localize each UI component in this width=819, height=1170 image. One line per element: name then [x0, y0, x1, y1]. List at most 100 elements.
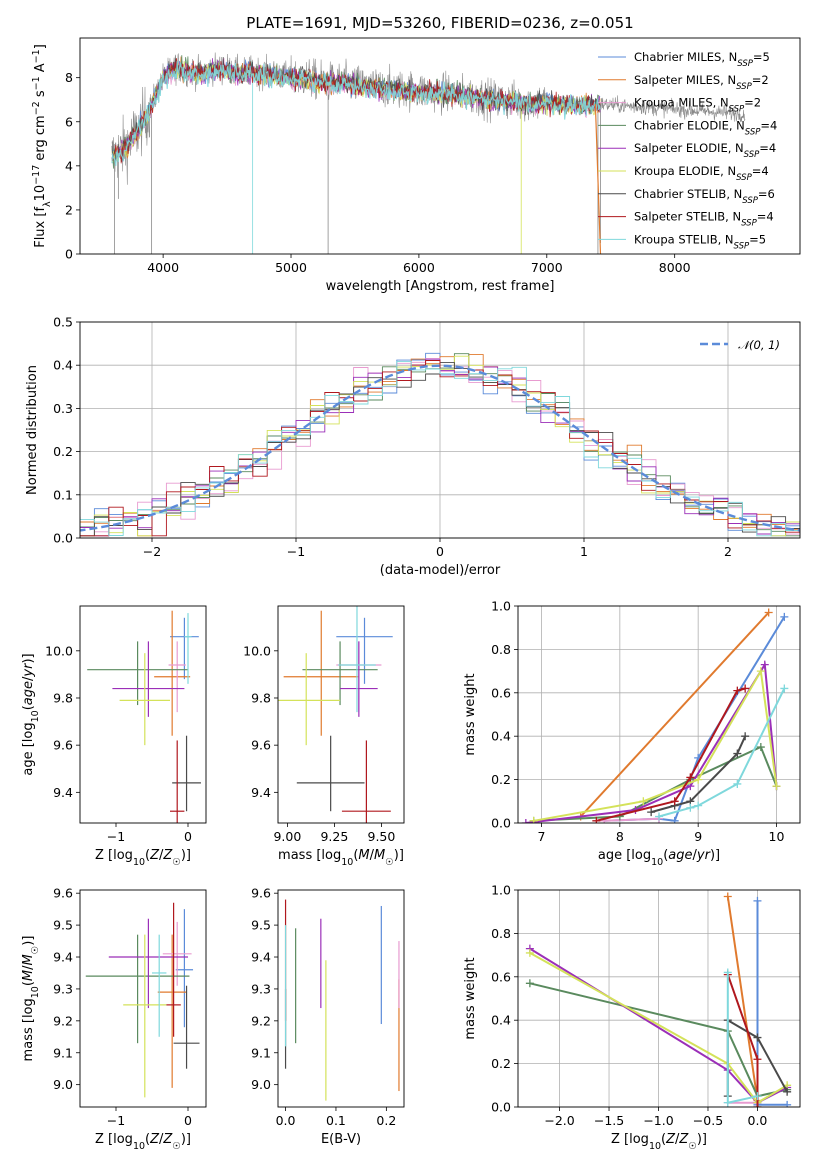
axis-label-part: / — [675, 1132, 680, 1147]
y-tick-label: 1.0 — [491, 883, 511, 898]
axis-label-part: 10 — [133, 857, 145, 868]
x-tick-label: 0.0 — [748, 1113, 768, 1128]
axis-label-part: 10 — [30, 710, 41, 722]
axis-label-part: −17 — [31, 165, 42, 185]
axis-label-part: age [log — [598, 848, 651, 863]
axis-label: Z [log10(Z/Z☉)] — [95, 848, 191, 868]
plot-frame — [79, 321, 801, 539]
axis-label-part: Z — [162, 848, 173, 863]
point-marker — [783, 1100, 792, 1107]
y-tick-label: 0.2 — [53, 444, 73, 459]
y-tick-label: 0.5 — [53, 315, 73, 330]
x-tick-label: −1 — [287, 544, 305, 559]
legend-label-part: =2 — [752, 73, 769, 87]
age-vs-Z-panel: −1 09.49.69.810.0Z [log10(Z/Z☉)]age [log1… — [21, 605, 207, 868]
axis-label-part: mass weight — [463, 673, 478, 755]
x-tick-label: −1.0 — [643, 1113, 673, 1128]
legend-label: Salpeter ELODIE, NSSP=4 — [634, 141, 776, 160]
axis-label-part: −1 — [31, 76, 42, 90]
legend-label-part: SSP — [734, 241, 750, 251]
y-tick-label: 0.2 — [491, 772, 511, 787]
axis-label: Z [log10(Z/Z☉)] — [611, 1132, 707, 1152]
x-tick-label: 8000 — [659, 260, 691, 275]
series-line — [604, 616, 786, 822]
point-marker — [756, 667, 765, 676]
x-tick-label: −2 — [143, 544, 161, 559]
legend-label-part: =4 — [759, 141, 776, 155]
y-tick-label: 0 — [65, 247, 73, 262]
legend-label-part: Salpeter MILES, N — [634, 73, 736, 87]
axis-label-part: / — [370, 848, 375, 863]
point-marker — [780, 684, 789, 693]
point-marker — [753, 896, 762, 905]
point-marker — [783, 1087, 792, 1096]
axis-label-part: ( — [145, 848, 150, 863]
axis-label-part: wavelength [Angstrom, rest frame] — [326, 279, 555, 294]
plot-frame — [517, 605, 801, 824]
plot-frame — [79, 37, 801, 255]
legend-label-part: Salpeter ELODIE, N — [634, 141, 744, 155]
axis-label-part: M — [358, 848, 369, 863]
axis-label-part: Z [log — [611, 1132, 649, 1147]
y-tick-label: 1.0 — [491, 599, 511, 614]
y-tick-label: 0.4 — [53, 358, 73, 373]
point-marker — [686, 803, 695, 812]
axis-label: Z [log10(Z/Z☉)] — [95, 1132, 191, 1152]
axis-label-part: 10 — [651, 857, 663, 868]
y-tick-label: 9.0 — [53, 1077, 73, 1092]
axis-label-part: )] — [181, 1132, 191, 1147]
y-tick-label: 9.3 — [53, 981, 73, 996]
y-tick-label: 8 — [65, 70, 73, 85]
legend-label-part: Kroupa STELIB, N — [634, 232, 734, 246]
y-tick-label: 9.6 — [53, 886, 73, 901]
axis-label-part: −1 — [31, 49, 42, 63]
point-marker — [521, 819, 530, 823]
axis-label-part: ( — [145, 1132, 150, 1147]
point-marker — [780, 612, 789, 621]
point-marker — [694, 775, 703, 784]
axis-label: Flux [fλ10−17 erg cm−2 s−1 A−1] — [31, 44, 53, 248]
axis-label-part: M — [374, 848, 385, 863]
x-tick-label: 9.50 — [368, 829, 396, 844]
axis-label-part: M — [21, 970, 36, 981]
y-tick-label: 0.3 — [53, 401, 73, 416]
y-tick-label: 9.6 — [251, 738, 271, 753]
axis-label-part: ] — [33, 44, 48, 49]
axis-label-part: erg cm — [33, 115, 48, 164]
y-tick-label: 9.8 — [251, 690, 271, 705]
residuals-panel: −2 −1 0 1 2 0.0 0.1 0.2 0.3 0.4 0.5 (data-model)/er… — [25, 315, 801, 578]
x-tick-label: 5000 — [275, 260, 307, 275]
y-tick-label: 0.4 — [491, 729, 511, 744]
axis-label: mass weight — [463, 957, 478, 1039]
axis-label-part: / — [693, 848, 698, 863]
axis-label: mass [log10(M/M☉)] — [21, 936, 41, 1062]
point-marker — [529, 816, 538, 823]
legend-label-part: SSP — [729, 105, 745, 115]
point-marker — [733, 779, 742, 788]
axis-label-part: )] — [697, 1132, 707, 1147]
legend-label: Chabrier MILES, NSSP=5 — [634, 50, 770, 69]
legend-label: Salpeter STELIB, NSSP=4 — [634, 210, 774, 229]
series-line — [726, 896, 759, 1101]
y-tick-label: 9.1 — [251, 1045, 271, 1060]
legend-label-part: =4 — [752, 164, 769, 178]
x-tick-label: 0.1 — [326, 1113, 346, 1128]
y-tick-label: 9.2 — [251, 1013, 271, 1028]
model-spectrum — [111, 61, 601, 166]
axis-label-part: 10 — [33, 185, 48, 202]
axis-label-part: Z [log — [95, 1132, 133, 1147]
legend-label-part: =2 — [744, 96, 761, 110]
plot-frame — [277, 605, 405, 824]
x-tick-label: −0.5 — [693, 1113, 723, 1128]
y-tick-label: 0.0 — [53, 531, 73, 546]
legend-label-part: =5 — [749, 232, 766, 246]
legend-label: Chabrier STELIB, NSSP=6 — [634, 187, 775, 206]
axis-label-part: ☉ — [385, 857, 394, 868]
legend-label: Kroupa MILES, NSSP=2 — [634, 96, 761, 115]
axis-label: mass [log10(M/M☉)] — [278, 848, 404, 868]
point-marker — [723, 1098, 732, 1107]
plot-frame — [277, 889, 405, 1108]
point-marker — [756, 743, 765, 752]
